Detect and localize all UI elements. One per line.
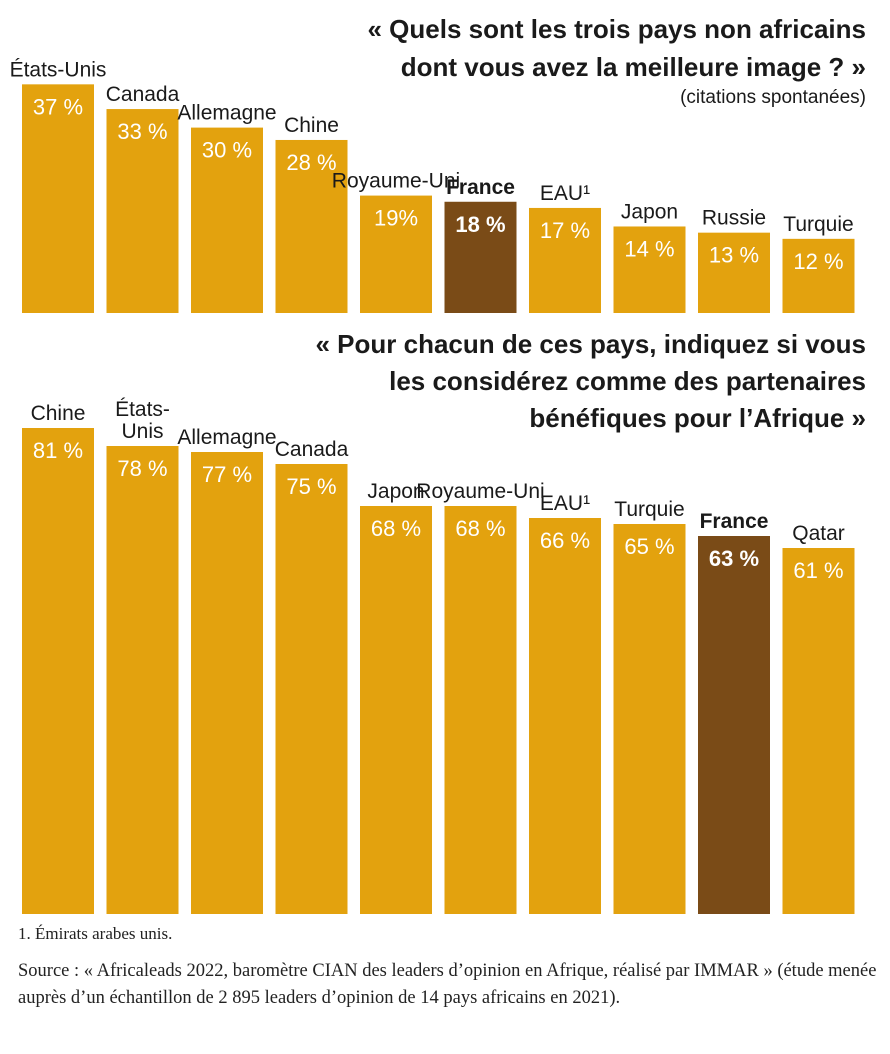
category-label-1-4: Royaume-Uni: [332, 170, 460, 193]
bar-1-7: [613, 226, 686, 313]
value-label-1-3: 28 %: [286, 150, 336, 175]
bar-1-8: [698, 232, 770, 313]
chart-title-1-line-1: dont vous avez la meilleure image ? »: [401, 52, 866, 82]
category-label-1-3: Chine: [284, 114, 339, 137]
bar-2-9: [782, 548, 855, 914]
value-label-1-7: 14 %: [624, 236, 674, 261]
category-label-1-2: Allemagne: [177, 102, 276, 125]
category-label-2-3: Canada: [275, 438, 349, 461]
bar-2-7: [613, 524, 686, 914]
value-label-2-8: 63 %: [709, 546, 759, 571]
value-label-1-2: 30 %: [202, 138, 252, 163]
bar-1-6: [529, 207, 601, 313]
category-label-2-1: Unis: [121, 420, 163, 443]
value-label-1-5: 18 %: [455, 212, 505, 237]
value-label-2-6: 66 %: [540, 528, 590, 553]
chart-title-2-line-2: bénéfiques pour l’Afrique »: [529, 403, 866, 433]
value-label-2-3: 75 %: [286, 474, 336, 499]
category-label-1-1: Canada: [106, 83, 180, 106]
category-label-2-2: Allemagne: [177, 426, 276, 449]
chart-title-1-line-0: « Quels sont les trois pays non africain…: [368, 14, 867, 44]
category-label-2-8: France: [700, 510, 769, 533]
bar-1-5: [444, 201, 517, 313]
bar-1-1: [106, 109, 179, 313]
value-label-2-5: 68 %: [455, 516, 505, 541]
bar-2-1: [106, 446, 179, 914]
category-label-2-1: États-: [115, 398, 170, 421]
category-label-1-7: Japon: [621, 200, 678, 223]
bar-2-2: [191, 452, 263, 914]
value-label-2-9: 61 %: [793, 558, 843, 583]
bar-2-5: [444, 506, 517, 914]
value-label-1-8: 13 %: [709, 243, 759, 268]
value-label-2-1: 78 %: [117, 456, 167, 481]
category-label-1-9: Turquie: [783, 213, 853, 236]
value-label-1-4: 19%: [374, 206, 418, 231]
category-label-1-8: Russie: [702, 207, 766, 230]
bar-1-4: [360, 195, 432, 313]
category-label-2-4: Japon: [367, 480, 424, 503]
bar-2-4: [360, 506, 432, 914]
value-label-2-0: 81 %: [33, 438, 83, 463]
category-label-2-6: EAU¹: [540, 492, 590, 515]
value-label-1-9: 12 %: [793, 249, 843, 274]
value-label-1-0: 37 %: [33, 94, 83, 119]
bar-1-9: [782, 238, 855, 313]
category-label-2-9: Qatar: [792, 522, 845, 545]
category-label-2-7: Turquie: [614, 498, 684, 521]
category-label-2-0: Chine: [31, 402, 86, 425]
bar-2-0: [22, 428, 94, 914]
value-label-1-1: 33 %: [117, 119, 167, 144]
chart-subtitle-1: (citations spontanées): [680, 87, 866, 108]
category-label-1-6: EAU¹: [540, 182, 590, 205]
source-note: Source : « Africaleads 2022, baromètre C…: [18, 961, 877, 1008]
value-label-2-2: 77 %: [202, 462, 252, 487]
bar-2-3: [275, 464, 348, 914]
bar-1-0: [22, 84, 94, 313]
bar-1-2: [191, 127, 263, 313]
category-label-1-5: France: [446, 176, 515, 199]
bar-2-8: [698, 536, 770, 914]
footnote: 1. Émirats arabes unis.: [18, 924, 173, 943]
bar-2-6: [529, 518, 601, 914]
category-label-2-5: Royaume-Uni: [416, 480, 544, 503]
value-label-2-7: 65 %: [624, 534, 674, 559]
value-label-1-6: 17 %: [540, 218, 590, 243]
chart-beneficial-partners: 81 % 78 % 77 % 75 % 68 % 68 % 66 % 65 % 63 % 61 %…: [22, 329, 866, 914]
bar-1-3: [275, 139, 348, 313]
value-label-2-4: 68 %: [371, 516, 421, 541]
chart-title-2-line-0: « Pour chacun de ces pays, indiquez si v…: [315, 329, 866, 359]
category-label-1-0: États-Unis: [10, 58, 107, 81]
chart-best-image: 37 %33 %30 % 28 %19% 18 % 17 %14 % 13 % 12 % …: [10, 14, 866, 313]
chart-title-2-line-1: les considérez comme des partenaires: [389, 366, 866, 396]
